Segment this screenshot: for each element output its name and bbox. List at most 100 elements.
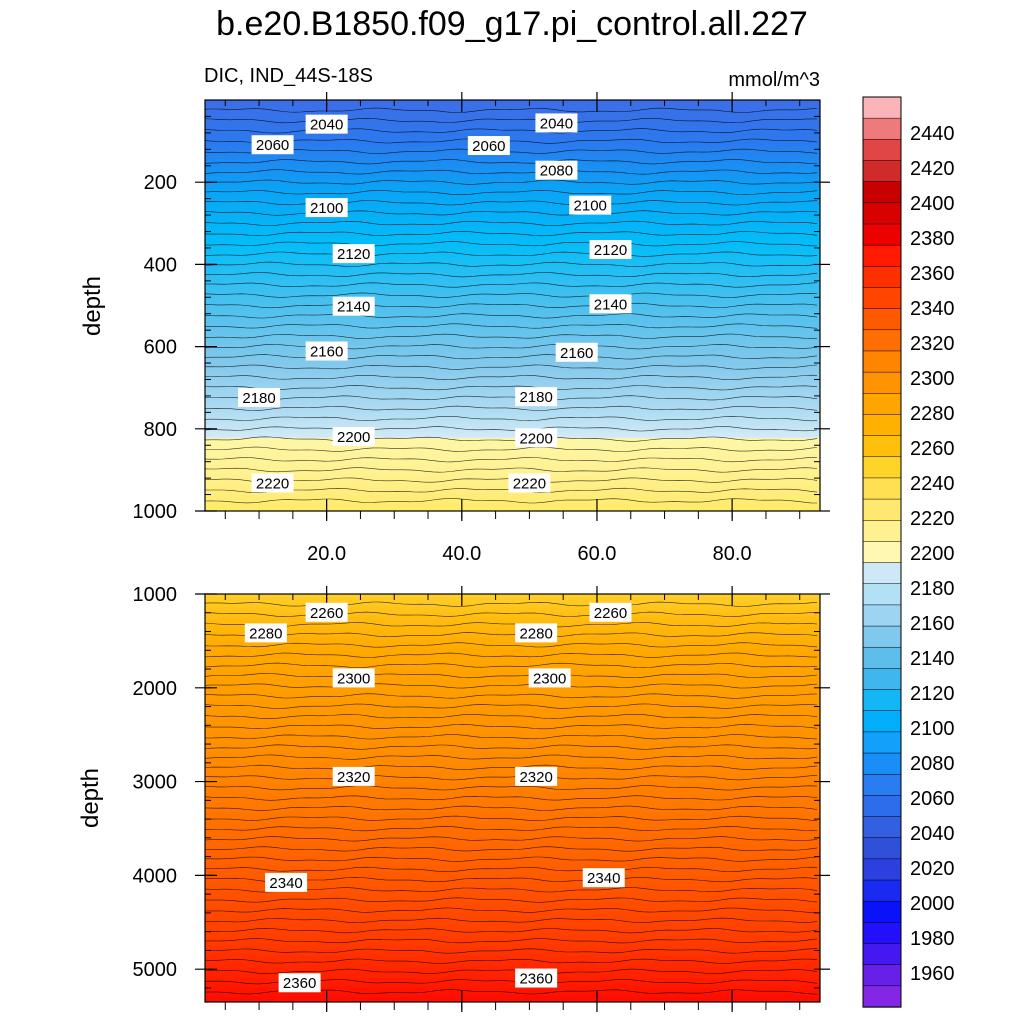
contour-label: 2060 <box>256 137 289 154</box>
colorbar: 2440 2420 2400 2380 2360 2340 2320 2300 2280 2260… <box>862 96 955 1008</box>
contour-label: 2280 <box>519 625 552 642</box>
colorbar-swatch <box>862 160 902 183</box>
colorbar-tick-label: 2320 <box>910 333 955 355</box>
contour-label-box <box>535 160 578 180</box>
colorbar-frame <box>862 96 902 1008</box>
contour-line <box>204 313 818 319</box>
upper-panel: 200 400 600 800 1000 2040 2040 2060 2060 2080 210… <box>79 92 830 523</box>
contour-label: 2200 <box>337 429 370 446</box>
contour-label: 2360 <box>283 975 316 992</box>
contour-line <box>204 764 818 770</box>
contour-line <box>204 744 818 750</box>
contour-label: 2100 <box>310 200 343 217</box>
contour-line <box>204 189 818 196</box>
contour-line <box>205 897 818 903</box>
colorbar-swatch <box>862 816 902 839</box>
upper-panel-frame <box>204 99 821 512</box>
contour-line <box>205 856 818 862</box>
colorbar-tick-label: 2220 <box>910 508 955 530</box>
colorbar-swatch <box>862 308 902 331</box>
colorbar-swatch <box>862 541 902 564</box>
colorbar-tick-label: 2300 <box>910 368 955 390</box>
contour-label: 2040 <box>310 117 343 134</box>
contour-label: 2220 <box>513 475 546 492</box>
colorbar-swatch <box>862 287 902 310</box>
contour-line <box>204 333 818 339</box>
colorbar-swatch <box>862 562 902 585</box>
contour-line <box>204 385 818 391</box>
colorbar-swatch <box>862 223 902 246</box>
contour-line <box>205 323 818 329</box>
contour-label: 2340 <box>269 875 302 892</box>
units-label: mmol/m^3 <box>728 69 820 91</box>
contour-label-box <box>515 968 558 988</box>
contour-line <box>204 251 818 257</box>
contour-line <box>204 364 818 370</box>
colorbar-tick-label: 2420 <box>910 158 955 180</box>
contour-label-box <box>251 473 294 493</box>
colorbar-tick-label: 1960 <box>910 963 955 985</box>
contour-label: 2360 <box>519 971 552 988</box>
contour-label: 2300 <box>533 670 566 687</box>
colorbar-tick-label: 2020 <box>910 858 955 880</box>
colorbar-swatch <box>862 773 902 797</box>
contour-line <box>204 795 818 801</box>
lower-panel-frame <box>204 593 821 1003</box>
contour-label: 2320 <box>337 769 370 786</box>
contour-label: 2100 <box>574 198 607 215</box>
colorbar-tick-label: 2200 <box>910 543 955 565</box>
contour-line <box>204 938 818 944</box>
contour-label-box <box>515 428 558 448</box>
contour-line <box>204 693 818 699</box>
colorbar-swatch <box>862 181 902 204</box>
contour-line <box>204 292 818 298</box>
upper-contour-labels: 2040 2040 2060 2060 2080 2100 2100 2120 2120 2140… <box>238 113 632 493</box>
contour-line <box>204 714 818 720</box>
colorbar-swatch <box>862 350 902 373</box>
lower-panel: 1000 2000 3000 4000 5000 2260 2260 2280 2280 230… <box>77 584 830 1012</box>
colorbar-swatch <box>862 96 902 119</box>
contour-label-box <box>555 342 598 362</box>
colorbar-swatch <box>862 604 902 627</box>
upper-ylabel: depth <box>79 276 106 336</box>
colorbar-swatch <box>862 752 902 775</box>
lower-x-axis <box>224 586 801 1012</box>
contour-label: 2140 <box>337 299 370 316</box>
y-tick-label: 5000 <box>133 959 178 981</box>
contour-label-box <box>305 341 348 361</box>
contour-label: 2140 <box>594 296 627 313</box>
contour-label-box <box>305 602 348 622</box>
colorbar-tick-label: 2040 <box>910 823 955 845</box>
contour-line <box>204 179 818 185</box>
contour-line <box>204 785 818 791</box>
colorbar-swatch <box>862 244 902 267</box>
contour-line <box>205 775 818 781</box>
contour-line <box>204 958 818 964</box>
colorbar-tick-label: 2140 <box>910 648 955 670</box>
y-tick-label: 4000 <box>133 865 178 887</box>
contour-line <box>204 672 818 679</box>
y-tick-label: 3000 <box>133 772 178 794</box>
contour-label: 2180 <box>519 389 552 406</box>
contour-line <box>205 241 818 247</box>
contour-label-box <box>332 668 375 688</box>
contour-line <box>204 498 818 504</box>
colorbar-tick-label: 2380 <box>910 228 955 250</box>
contour-label: 2200 <box>519 430 552 447</box>
colorbar-swatch <box>862 456 902 479</box>
colorbar-tick-label: 2340 <box>910 298 955 320</box>
contour-label: 2260 <box>310 605 343 622</box>
colorbar-tick-label: 2400 <box>910 193 955 215</box>
contour-line <box>204 426 818 432</box>
contour-line <box>204 622 818 628</box>
contour-label-box <box>515 387 558 407</box>
lower-ylabel: depth <box>77 768 104 828</box>
contour-line <box>204 836 818 842</box>
colorbar-tick-label: 2160 <box>910 613 955 635</box>
colorbar-tick-label: 2440 <box>910 123 955 145</box>
colorbar-swatch <box>862 435 902 458</box>
contour-label: 2220 <box>256 475 289 492</box>
y-tick-label: 400 <box>144 254 177 276</box>
colorbar-tick-label: 2240 <box>910 473 955 495</box>
